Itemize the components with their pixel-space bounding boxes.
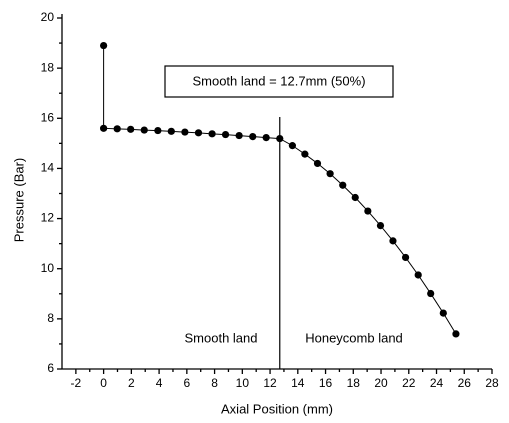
- marker: [452, 330, 460, 338]
- x-tick-label: 28: [485, 376, 499, 390]
- x-tick-label: -2: [71, 376, 82, 390]
- annotation: Smooth land: [185, 330, 258, 345]
- y-tick-label: 8: [47, 311, 54, 325]
- marker: [100, 41, 108, 50]
- marker: [276, 134, 284, 143]
- annotation: Smooth land = 12.7mm (50%): [192, 73, 365, 88]
- marker: [208, 130, 216, 138]
- annotation-box: [164, 65, 394, 98]
- x-tick-label: 6: [183, 376, 190, 390]
- x-axis-label: Axial Position (mm): [221, 401, 333, 416]
- y-tick-label: 14: [41, 161, 55, 175]
- marker: [221, 130, 230, 139]
- marker: [414, 271, 422, 279]
- marker: [100, 124, 108, 132]
- x-tick-label: 0: [100, 376, 107, 390]
- x-tick-label: 10: [236, 376, 250, 390]
- y-tick-label: 10: [41, 261, 55, 275]
- x-tick-label: 16: [319, 376, 333, 390]
- marker: [140, 126, 148, 134]
- marker: [339, 181, 347, 189]
- marker: [194, 129, 203, 137]
- marker: [301, 150, 309, 158]
- y-tick-label: 12: [41, 211, 55, 225]
- y-axis-label: Pressure (Bar): [11, 158, 26, 243]
- x-tick-label: 20: [374, 376, 388, 390]
- marker: [313, 159, 322, 168]
- y-tick-label: 20: [41, 10, 55, 24]
- marker: [389, 237, 397, 245]
- marker: [376, 221, 385, 230]
- y-tick-label: 18: [41, 60, 55, 74]
- x-tick-label: 18: [347, 376, 361, 390]
- marker: [326, 170, 334, 178]
- marker: [181, 128, 189, 136]
- y-tick-label: 16: [41, 110, 55, 124]
- x-tick-label: 24: [430, 376, 444, 390]
- x-tick-label: 26: [458, 376, 472, 390]
- marker: [427, 289, 435, 298]
- marker: [288, 142, 296, 150]
- marker: [249, 132, 257, 141]
- annotation: Honeycomb land: [305, 330, 403, 345]
- x-tick-label: 8: [211, 376, 218, 390]
- marker: [401, 253, 410, 262]
- marker: [113, 125, 121, 133]
- marker: [167, 127, 175, 135]
- x-tick-label: 2: [128, 376, 135, 390]
- y-tick-label: 6: [47, 361, 54, 375]
- marker: [351, 193, 359, 202]
- marker: [154, 126, 162, 135]
- marker: [235, 131, 243, 140]
- marker: [439, 309, 447, 317]
- x-tick-label: 12: [263, 376, 277, 390]
- x-tick-label: 22: [402, 376, 416, 390]
- x-tick-label: 4: [156, 376, 163, 390]
- x-tick-label: 14: [291, 376, 305, 390]
- marker: [127, 125, 135, 133]
- marker: [364, 207, 372, 215]
- marker: [262, 133, 270, 142]
